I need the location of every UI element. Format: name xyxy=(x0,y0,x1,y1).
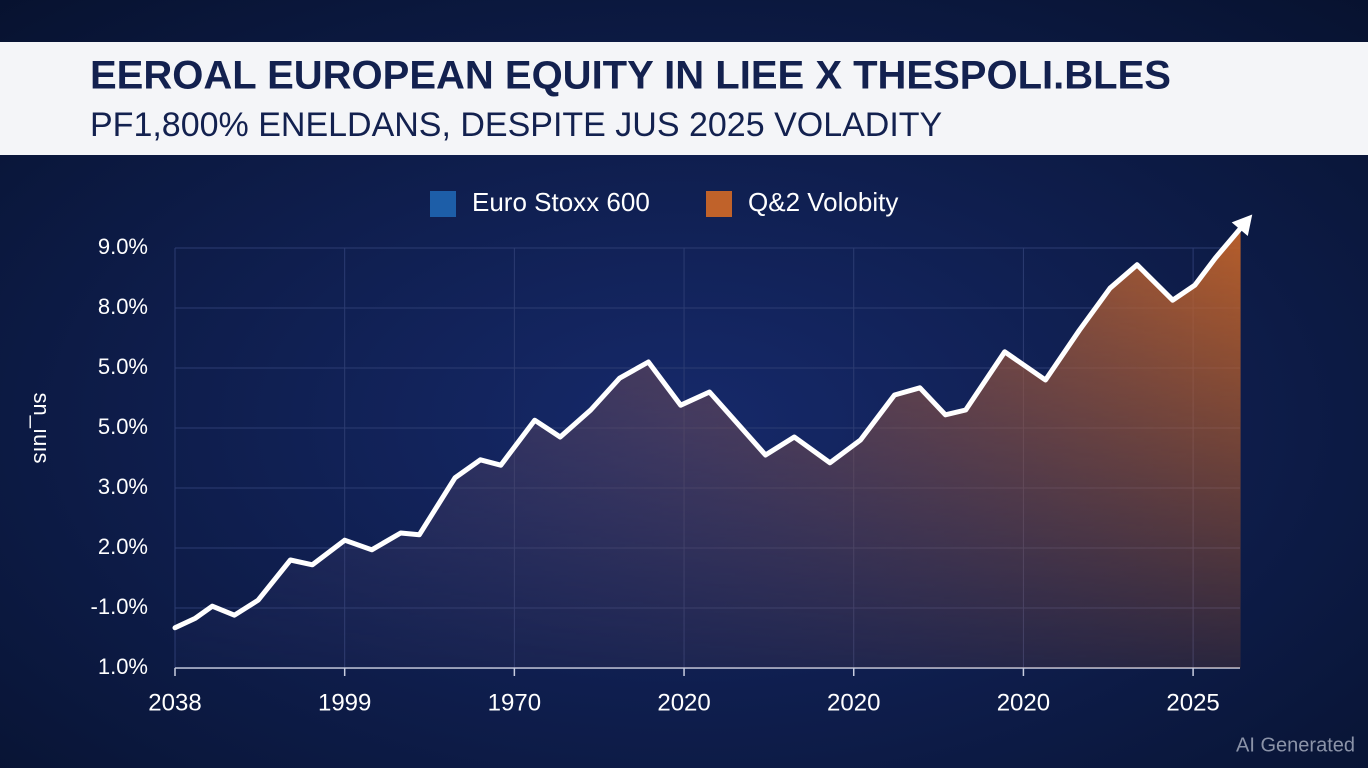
legend-label: Q&2 Volobity xyxy=(748,187,898,217)
y-tick-label: 8.0% xyxy=(98,294,148,319)
y-tick-label: 5.0% xyxy=(98,414,148,439)
legend-label: Euro Stoxx 600 xyxy=(472,187,650,217)
y-tick-label: 1.0% xyxy=(98,654,148,679)
line xyxy=(172,225,1244,631)
y-tick-label: -1.0% xyxy=(91,594,148,619)
y-axis-label: sn_ıuıs xyxy=(29,393,54,464)
title-banner xyxy=(0,42,1368,155)
x-tick-label: 1999 xyxy=(318,689,371,716)
x-tick-label: 2038 xyxy=(148,689,201,716)
y-tick-label: 2.0% xyxy=(98,534,148,559)
watermark: AI Generated xyxy=(1236,734,1355,756)
y-tick-label: 3.0% xyxy=(98,474,148,499)
x-tick-label: 1970 xyxy=(488,689,541,716)
x-tick-label: 2020 xyxy=(827,689,880,716)
legend-swatch xyxy=(430,191,456,217)
y-tick-label: 9.0% xyxy=(98,234,148,259)
chart-subtitle: PF1,800% ENELDANS, DESPITE JUS 2025 VOLA… xyxy=(90,106,942,144)
plot-area: 1.0% -1.0% 2.0% 3.0% 5.0% 5.0% 8.0% 9.0% 2038 199… xyxy=(91,187,1253,716)
chart-title: EEROAL EUROPEAN EQUITY IN LIEE X THESPOL… xyxy=(90,54,1171,98)
area xyxy=(175,228,1241,668)
legend-swatch xyxy=(706,191,732,217)
y-tick-label: 5.0% xyxy=(98,354,148,379)
x-tick-label: 2025 xyxy=(1166,689,1219,716)
x-tick-label: 2020 xyxy=(657,689,710,716)
x-tick-label: 2020 xyxy=(997,689,1050,716)
arrow-head xyxy=(1231,214,1253,237)
